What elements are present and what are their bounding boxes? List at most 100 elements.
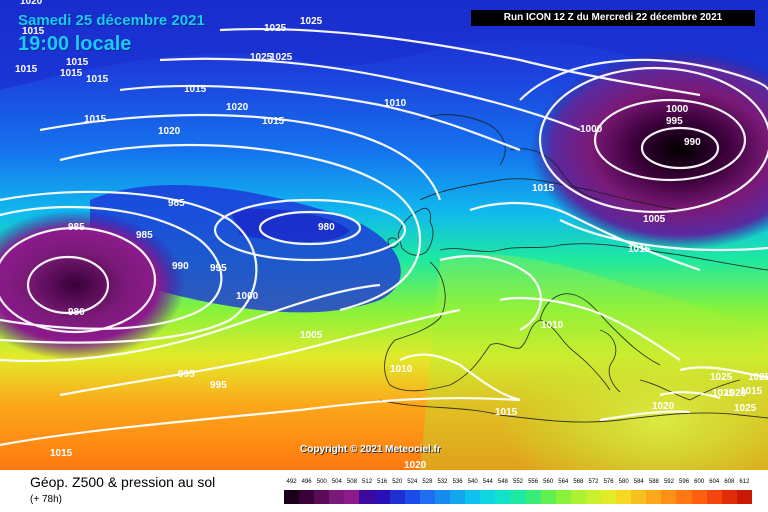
- isobar-label: 1025: [748, 372, 768, 383]
- isobar-label: 1015: [84, 114, 107, 125]
- colorscale-swatch: [404, 490, 420, 504]
- colorscale-swatch: [721, 490, 737, 504]
- isobar-label: 1020: [226, 102, 249, 113]
- isobar-label: 1015: [628, 244, 651, 255]
- colorscale-tick-label: 544: [482, 479, 493, 485]
- colorscale-swatch: [495, 490, 511, 504]
- colorscale-tick-label: 548: [497, 479, 508, 485]
- isobar-label: 1005: [643, 214, 666, 225]
- isobar-label: 1015: [532, 183, 555, 194]
- colorscale-tick-label: 536: [452, 479, 463, 485]
- colorscale-tick-label: 588: [648, 479, 659, 485]
- colorscale-swatch: [555, 490, 571, 504]
- legend-subtitle: (+ 78h): [30, 494, 62, 505]
- coastlines: [379, 114, 768, 423]
- isobar-label: 1015: [495, 407, 518, 418]
- colorscale-tick-label: 496: [301, 479, 312, 485]
- isobar-label: 1025: [270, 52, 293, 63]
- run-info-box: Run ICON 12 Z du Mercredi 22 décembre 20…: [471, 10, 755, 26]
- colorscale-tick-label: 584: [633, 479, 644, 485]
- isobar-label: 1025: [300, 16, 323, 27]
- isobar-label: 1015: [184, 84, 207, 95]
- isobar-label: 1020: [158, 126, 181, 137]
- isobar-label: 1015: [262, 116, 285, 127]
- isobar-label: 990: [684, 137, 701, 148]
- colorscale-swatch: [585, 490, 601, 504]
- isobar-label: 995: [210, 263, 227, 274]
- colorscale-swatch: [570, 490, 586, 504]
- colorscale-tick-label: 560: [543, 479, 554, 485]
- legend-footer: Géop. Z500 & pression au sol (+ 78h) 492…: [0, 470, 768, 512]
- colorscale-tick-label: 512: [362, 479, 373, 485]
- colorscale-swatch: [676, 490, 692, 504]
- colorscale-tick-label: 568: [573, 479, 584, 485]
- map-date-title: Samedi 25 décembre 2021: [18, 12, 205, 29]
- colorscale-swatch: [284, 490, 300, 504]
- isobar-label: 995: [210, 380, 227, 391]
- isobar-label: 1015: [740, 386, 763, 397]
- copyright-notice: Copyright © 2021 Meteociel.fr: [300, 444, 441, 455]
- colorscale-tick-label: 608: [724, 479, 735, 485]
- colorscale-bar: [284, 490, 752, 504]
- colorscale-swatch: [344, 490, 360, 504]
- isobar-labels: 1020 1025 1025 1015 1015 1015 1015 1015 1025 1025…: [15, 0, 768, 470]
- map-time-title: 19:00 locale: [18, 33, 132, 55]
- isobar-label: 1020: [404, 460, 427, 470]
- colorscale-tick-label: 532: [437, 479, 448, 485]
- colorscale-tick-label: 492: [286, 479, 297, 485]
- colorscale-tick-label: 600: [694, 479, 705, 485]
- isobar-label: 1010: [541, 320, 564, 331]
- colorscale-swatch: [510, 490, 526, 504]
- isobar-label: 990: [172, 261, 189, 272]
- colorscale-swatch: [736, 490, 752, 504]
- colorscale-swatch: [616, 490, 632, 504]
- isobar-label: 1025: [710, 372, 733, 383]
- colorscale-swatch: [434, 490, 451, 504]
- isobar-label: 1005: [300, 330, 323, 341]
- colorscale-tick-label: 612: [739, 479, 750, 485]
- weather-map: 1020 1025 1025 1015 1015 1015 1015 1015 1025 1025…: [0, 0, 768, 470]
- isobar-label: 1020: [20, 0, 43, 7]
- colorscale-swatch: [465, 490, 481, 504]
- isobar-label: 1025: [264, 23, 287, 34]
- isobar-label: 995: [178, 369, 195, 380]
- colorscale-swatch: [329, 490, 345, 504]
- colorscale-tick-label: 580: [618, 479, 629, 485]
- isobar-label: 995: [666, 116, 683, 127]
- colorscale-tick-label: 524: [407, 479, 418, 485]
- colorscale-tick-label: 540: [467, 479, 478, 485]
- colorscale-tick-label: 564: [558, 479, 569, 485]
- colorscale-swatch: [480, 490, 496, 504]
- colorscale-swatch: [661, 490, 677, 504]
- isobar-label: 1020: [652, 401, 675, 412]
- colorscale-swatch: [419, 490, 435, 504]
- z500-ridge-east: [500, 330, 768, 470]
- colorscale-swatch: [646, 490, 662, 504]
- colorscale-tick-label: 552: [512, 479, 524, 485]
- isobar-label: 985: [68, 222, 85, 233]
- isobar-label: 1015: [60, 68, 83, 79]
- legend-title: Géop. Z500 & pression au sol: [30, 474, 216, 490]
- colorscale-swatch: [631, 490, 647, 504]
- isobar-label: 1000: [236, 291, 259, 302]
- colorscale-swatch: [706, 490, 722, 504]
- colorscale-swatch: [450, 490, 466, 504]
- isobar-label: 1025: [712, 388, 735, 399]
- isobar-label: 1015: [50, 448, 73, 459]
- colorscale-swatch: [314, 490, 330, 504]
- colorscale-swatch: [389, 490, 405, 504]
- colorscale-swatch: [525, 490, 541, 504]
- isobar-label: 985: [168, 198, 185, 209]
- colorscale-swatch: [299, 490, 315, 504]
- colorscale-tick-label: 556: [528, 479, 539, 485]
- isobar-label: 1010: [390, 364, 413, 375]
- colorscale-tick-label: 604: [709, 479, 720, 485]
- isobars: [0, 27, 768, 447]
- colorscale-swatch: [359, 490, 375, 504]
- isobar-label: 1015: [15, 64, 38, 75]
- colorscale-swatch: [691, 490, 707, 504]
- isobar-label: 980: [68, 307, 85, 318]
- isobar-label: 1000: [666, 104, 689, 115]
- z500-field-dark-band: [0, 0, 768, 120]
- colorscale-tick-label: 592: [663, 479, 674, 485]
